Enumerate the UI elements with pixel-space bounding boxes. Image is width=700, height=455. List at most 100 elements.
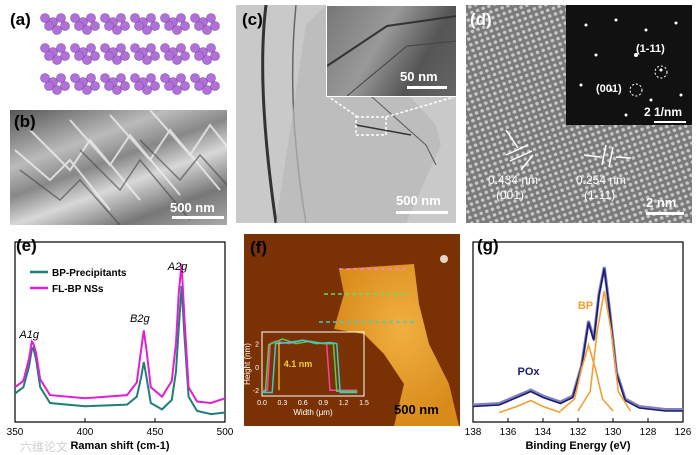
x-tick-label: 128 <box>640 427 657 438</box>
x-tick-label: 126 <box>675 427 692 438</box>
saed-inset: (1-11) (001) 2 1/nm <box>566 5 692 125</box>
profile-frame <box>261 331 365 397</box>
tem-inset: 50 nm <box>326 5 456 97</box>
profile-x-tick-label: 0.6 <box>298 400 308 407</box>
peak-label: B2g <box>130 313 150 325</box>
bp-annotation: BP <box>578 300 593 312</box>
panel-e: BP-Precipitants FL-BP NSs 350 400 450 500 Rama… <box>0 230 235 455</box>
panel-b-scalebar <box>172 216 224 219</box>
atom-cluster <box>40 73 70 95</box>
atom-cluster <box>70 73 100 95</box>
legend-entry: BP-Precipitants <box>52 268 127 279</box>
x-tick-label: 350 <box>7 427 24 438</box>
profile-x-tick-label: 0.0 <box>257 400 267 407</box>
atom-cluster <box>160 13 190 35</box>
saed-spot-label-2: (001) <box>596 83 622 95</box>
panel-c-label: (c) <box>242 10 263 29</box>
peak-label: A1g <box>18 329 39 341</box>
atom-cluster <box>70 43 100 65</box>
legend-entry: FL-BP NSs <box>52 284 104 295</box>
panel-d: (1-11) (001) 2 1/nm (d) 0.434 nm (001) 0… <box>466 5 692 223</box>
panel-b-label: (b) <box>14 112 36 131</box>
pox-annotation: POx <box>517 366 540 378</box>
atom-cluster <box>160 73 190 95</box>
sem-image <box>14 110 227 225</box>
x-tick-label: 138 <box>465 427 482 438</box>
panel-d-inset-scalebar-label: 2 1/nm <box>644 105 683 119</box>
raman-series-line <box>14 286 226 416</box>
xps-series-line <box>472 268 683 412</box>
afm-image <box>244 234 460 426</box>
watermark: 六维论文 <box>20 440 69 454</box>
panel-b: (b) 500 nm <box>10 110 227 225</box>
panel-d-scalebar-label: 2 nm <box>646 195 677 210</box>
x-tick-label: 134 <box>535 427 552 438</box>
panel-f-label: (f) <box>250 238 267 257</box>
x-axis-label: Raman shift (cm-1) <box>70 440 169 452</box>
panel-g: 138 136 134 132 130 128 126 Binding Energy (eV)… <box>465 230 700 455</box>
profile-series-line <box>262 339 358 394</box>
x-axis-label: Binding Energy (eV) <box>525 440 630 452</box>
panel-f-scalebar-label: 500 nm <box>394 402 439 417</box>
panel-a: (a) <box>10 0 235 110</box>
atom-cluster <box>130 13 160 35</box>
profile-y-tick-label: 2 <box>255 342 259 349</box>
raman-plot-frame <box>14 241 226 423</box>
lattice-spacing-1: 0.434 nm <box>488 173 539 187</box>
atom-cluster <box>160 43 190 65</box>
panel-d-scalebar <box>646 212 684 215</box>
height-annotation: 4.1 nm <box>284 359 313 369</box>
xps-chart: 138 136 134 132 130 128 126 Binding Energy (eV)… <box>465 241 692 452</box>
atom-cluster <box>190 43 220 65</box>
lattice-spacing-2: 0.254 nm <box>576 173 627 187</box>
bp-crystal-structure <box>40 13 220 95</box>
atom-cluster <box>100 73 130 95</box>
profile-x-tick-label: 0.3 <box>278 400 288 407</box>
profile-y-tick-label: 0 <box>255 365 259 372</box>
x-tick-label: 136 <box>500 427 517 438</box>
x-tick-label: 400 <box>77 427 94 438</box>
x-tick-label: 132 <box>570 427 587 438</box>
atom-cluster <box>40 43 70 65</box>
atom-cluster <box>70 13 100 35</box>
atom-cluster <box>100 43 130 65</box>
profile-x-tick-label: 1.5 <box>359 400 369 407</box>
lattice-plane-2: (1-11) <box>584 188 616 202</box>
panel-c: 50 nm (c) 500 nm <box>236 5 456 223</box>
afm-height-profile: 4.1 nm 0.0 0.3 0.6 0.9 1.2 1.5 -2 0 2 Width (μm) He… <box>244 331 369 417</box>
saed-spot-label-1: (1-11) <box>636 43 665 55</box>
profile-y-axis-label: Height (nm) <box>244 343 252 385</box>
panel-f: 4.1 nm 0.0 0.3 0.6 0.9 1.2 1.5 -2 0 2 Width (μm) He… <box>244 234 460 426</box>
raman-chart: BP-Precipitants FL-BP NSs 350 400 450 500 Rama… <box>7 241 234 452</box>
panel-c-inset-scalebar-label: 50 nm <box>400 69 438 84</box>
x-tick-label: 130 <box>605 427 622 438</box>
x-tick-label: 450 <box>147 427 164 438</box>
profile-x-tick-label: 0.9 <box>318 400 328 407</box>
xps-plot-frame <box>472 241 684 423</box>
panel-g-label: (g) <box>477 236 499 255</box>
panel-c-inset-scalebar <box>407 86 447 89</box>
atom-cluster <box>40 13 70 35</box>
lattice-plane-1: (001) <box>496 188 525 202</box>
profile-x-tick-label: 1.2 <box>339 400 349 407</box>
atom-cluster <box>100 13 130 35</box>
profile-y-tick-label: -2 <box>253 388 259 395</box>
panel-d-inset-scalebar <box>654 121 686 123</box>
panel-c-scalebar <box>396 211 448 214</box>
peak-label: A2g <box>167 261 188 273</box>
atom-cluster <box>130 73 160 95</box>
profile-series-line <box>262 338 358 393</box>
raman-series-line <box>14 263 226 405</box>
xps-series-line <box>499 399 561 414</box>
atom-cluster <box>130 43 160 65</box>
xps-series-line <box>559 342 614 412</box>
atom-cluster <box>190 73 220 95</box>
panel-a-label: (a) <box>10 10 31 29</box>
panel-c-scalebar-label: 500 nm <box>396 193 441 208</box>
x-tick-label: 500 <box>217 427 234 438</box>
xps-series-line <box>577 290 632 412</box>
panel-e-label: (e) <box>16 236 37 255</box>
xps-series-line <box>472 266 683 411</box>
profile-x-axis-label: Width (μm) <box>293 408 333 417</box>
atom-cluster <box>190 13 220 35</box>
